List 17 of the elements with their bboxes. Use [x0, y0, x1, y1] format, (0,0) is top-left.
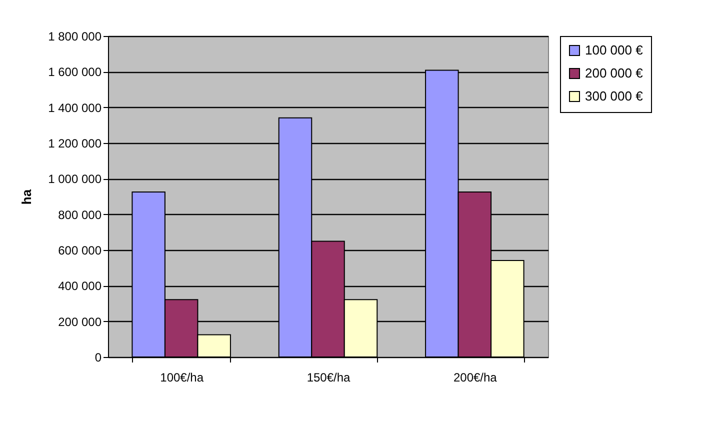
- legend-label: 300 000 €: [585, 88, 644, 104]
- legend-label: 200 000 €: [585, 66, 644, 80]
- x-tick-label: 150€/ha: [306, 370, 351, 384]
- y-tick-label: 1 400 000: [48, 100, 102, 115]
- y-tick-label: 600 000: [58, 244, 102, 258]
- y-tick-label: 1 600 000: [48, 65, 102, 80]
- y-axis-title: ha: [19, 188, 34, 205]
- x-tick-label: 200€/ha: [453, 370, 498, 384]
- legend-label: 100 000 €: [585, 42, 644, 58]
- y-tick-label: 1 200 000: [48, 136, 102, 150]
- y-tick-label: 800 000: [58, 208, 102, 222]
- y-tick-label: 0: [94, 350, 102, 364]
- y-tick-label: 1 800 000: [48, 30, 102, 44]
- y-tick-label: 1 000 000: [48, 172, 102, 186]
- y-tick-label: 200 000: [58, 314, 102, 329]
- y-tick-label: 400 000: [58, 279, 102, 294]
- x-tick-label: 100€/ha: [160, 370, 204, 384]
